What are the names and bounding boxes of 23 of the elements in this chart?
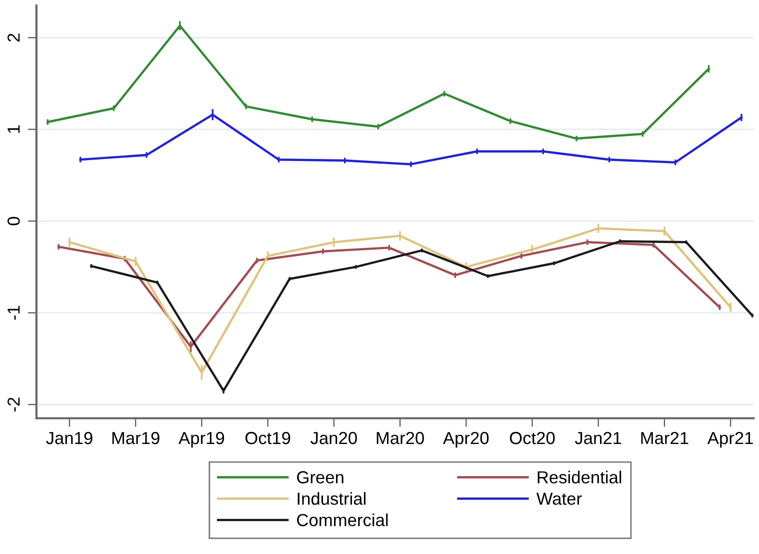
- x-tick-label: Mar19: [112, 432, 160, 444]
- legend-label: Industrial: [298, 492, 366, 505]
- legend-label: Water: [536, 492, 582, 505]
- x-tick-label: Jan19: [46, 432, 92, 444]
- x-tick-label: Mar20: [376, 432, 424, 444]
- legend-label: Commercial: [297, 513, 388, 526]
- y-tick-label: -2: [8, 398, 20, 412]
- y-tick-label: 2: [8, 34, 20, 42]
- line-series: [57, 241, 721, 348]
- legend-label: Residential: [538, 470, 622, 484]
- legend-label: Green: [297, 471, 344, 484]
- y-tick-label: -1: [8, 306, 20, 320]
- line-series: [46, 24, 710, 140]
- x-tick-label: Apr20: [442, 432, 489, 448]
- y-tick-label: 1: [8, 125, 20, 133]
- x-tick-label: Jan21: [574, 432, 622, 444]
- y-tick-label: 0: [8, 216, 20, 226]
- x-tick-label: Jan20: [310, 432, 357, 444]
- x-tick-label: Oct19: [245, 432, 290, 444]
- x-tick-label: Oct20: [510, 432, 555, 444]
- x-tick-label: Mar21: [641, 432, 688, 444]
- x-tick-label: Apr19: [178, 432, 224, 448]
- x-tick-label: Apr21: [707, 432, 753, 448]
